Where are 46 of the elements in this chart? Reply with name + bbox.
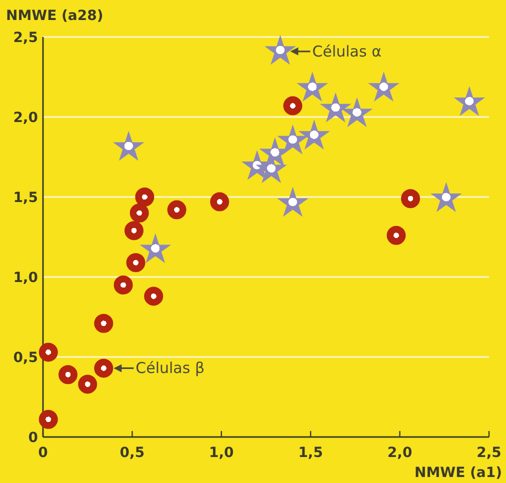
point	[278, 188, 308, 216]
point	[58, 365, 78, 384]
y-tick-label: 0,5	[13, 350, 38, 366]
point	[124, 221, 144, 240]
y-tick-label: 1,0	[13, 270, 38, 286]
x-tick-label: 0,5	[120, 445, 145, 461]
point	[320, 93, 350, 122]
point	[256, 154, 286, 183]
point	[386, 226, 406, 245]
point	[167, 200, 186, 220]
point	[401, 189, 420, 208]
y-tick-label: 1,5	[13, 190, 38, 206]
point	[38, 410, 58, 429]
y-tick-label: 2,5	[13, 30, 38, 46]
x-tick-label: 1,0	[208, 445, 234, 461]
x-tick-label: 0	[38, 445, 48, 461]
point	[298, 72, 328, 101]
point	[283, 96, 302, 116]
point	[94, 358, 114, 378]
annotation: Células β	[136, 359, 205, 378]
annotation: Células α	[312, 42, 382, 60]
point	[278, 125, 308, 154]
point	[265, 36, 296, 64]
y-tick-label: 2,0	[13, 110, 38, 126]
x-tick-label: 2,0	[387, 445, 412, 461]
point	[144, 286, 164, 306]
point	[126, 253, 146, 272]
point	[299, 120, 330, 149]
point	[130, 204, 149, 222]
point	[342, 98, 372, 127]
point	[431, 182, 462, 212]
point	[78, 374, 98, 394]
point	[368, 72, 399, 101]
point	[454, 86, 484, 116]
point	[140, 234, 170, 263]
point	[210, 192, 230, 212]
point	[38, 342, 58, 362]
point	[94, 314, 114, 333]
point	[114, 132, 144, 160]
point	[114, 276, 133, 294]
x-tick-label: 2,5	[476, 445, 502, 461]
point	[135, 188, 154, 206]
x-axis-title: NMWE (a1)	[414, 465, 502, 481]
y-tick-label: 0	[28, 430, 38, 446]
x-tick-label: 1,5	[298, 445, 324, 461]
y-axis-title: NMWE (a28)	[6, 8, 104, 24]
